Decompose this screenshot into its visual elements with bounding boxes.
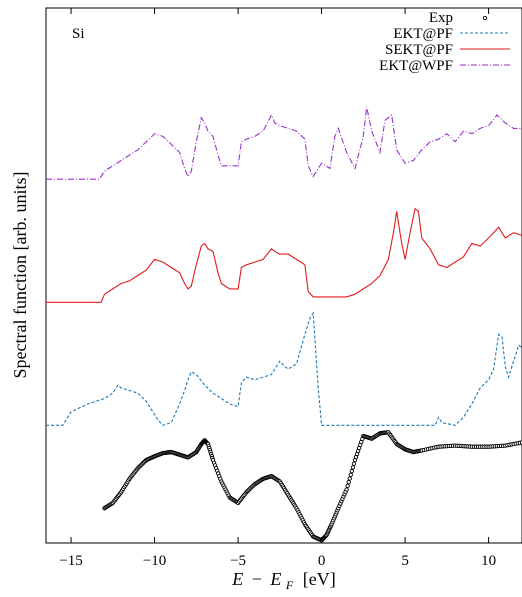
x-axis-label: E − E F [eV] bbox=[231, 569, 335, 593]
x-axis-label-sub: F bbox=[285, 578, 294, 592]
x-tick-label: −5 bbox=[230, 553, 246, 569]
exp-data-point bbox=[345, 483, 350, 488]
plot-frame bbox=[45, 7, 522, 544]
exp-data-point bbox=[348, 472, 353, 477]
legend-swatch-exp bbox=[482, 15, 488, 21]
exp-data-point bbox=[347, 476, 352, 481]
legend-label-sekt-pf: SEKT@PF bbox=[385, 42, 453, 58]
x-tick-label: 10 bbox=[481, 553, 496, 569]
x-axis-label-ef: E bbox=[269, 569, 281, 589]
series-sekt-pf-line bbox=[46, 207, 522, 303]
exp-data-point bbox=[350, 465, 356, 470]
legend-label-ekt-wpf: EKT@WPF bbox=[379, 58, 453, 74]
exp-data-point bbox=[344, 487, 349, 492]
series-ekt-wpf-line bbox=[46, 106, 522, 180]
series-ekt-pf-line bbox=[46, 311, 522, 426]
x-tick-label: 5 bbox=[401, 553, 409, 569]
x-tick-label: −15 bbox=[59, 553, 82, 569]
exp-data-point bbox=[349, 468, 355, 474]
x-axis-label-unit: [eV] bbox=[303, 569, 336, 589]
legend-label-ekt-pf: EKT@PF bbox=[393, 26, 453, 42]
exp-data-point bbox=[351, 461, 357, 466]
x-tick-label: −10 bbox=[143, 553, 166, 569]
legend-label-exp: Exp bbox=[429, 10, 453, 26]
x-axis-label-minus: − bbox=[252, 569, 262, 589]
x-tick-label: 0 bbox=[318, 553, 326, 569]
x-axis-label-e: E bbox=[231, 569, 243, 589]
x-ticks: −15 −10 −5 0 5 10 bbox=[59, 8, 496, 569]
panel-label: Si bbox=[72, 26, 85, 42]
exp-data-point bbox=[346, 479, 351, 485]
series-exp bbox=[102, 430, 522, 543]
series-layer bbox=[46, 106, 522, 543]
y-axis-label: Spectral function [arb. units] bbox=[10, 172, 30, 379]
